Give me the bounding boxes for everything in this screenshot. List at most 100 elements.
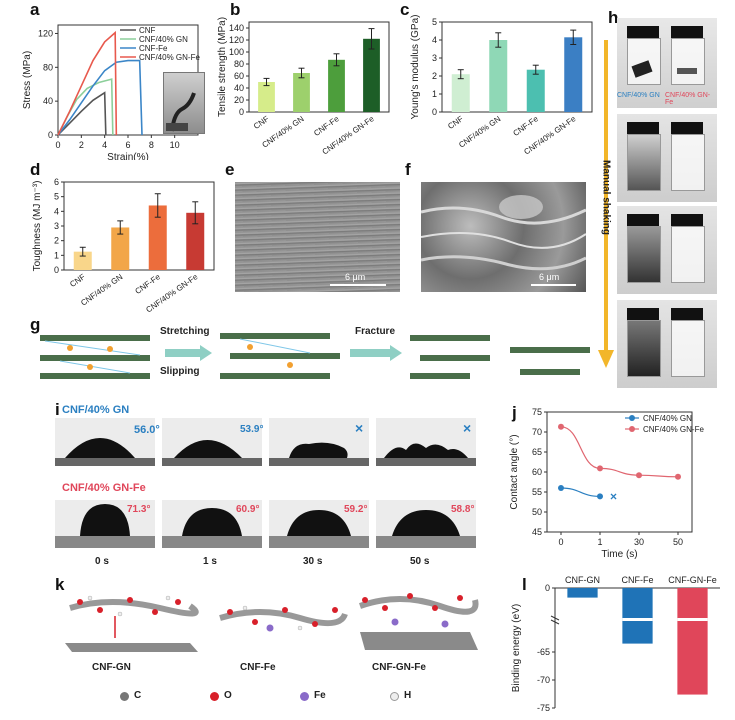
- vial-photo-2: [617, 114, 717, 202]
- fracture-schematic: [40, 325, 600, 385]
- atom-h-dot: [390, 692, 399, 701]
- y-tick-label: 5: [54, 192, 59, 202]
- category-label: CNF: [446, 114, 465, 131]
- toughness-chart: 0123456Toughness (MJ m⁻³)CNFCNF/40% GN CN…: [20, 170, 225, 315]
- y-tick-label: 20: [234, 95, 244, 105]
- y-tick-label: 0: [48, 130, 53, 140]
- sem-image-surface: 6 μm: [235, 182, 400, 292]
- angle-gn-0s: 56.0°: [134, 424, 160, 436]
- binding-energy-chart: 0-65-70-75Binding energy (eV)CNF-GN CNF-F…: [505, 570, 730, 715]
- angle-gnfe-0s: 71.3°: [127, 504, 150, 515]
- atom-o-dot: [210, 692, 219, 701]
- droplet-gn-30s: [269, 418, 369, 466]
- y-tick-label: 0: [239, 107, 244, 117]
- sem-image-fracture: 6 μm: [421, 182, 586, 292]
- bar: [567, 588, 597, 598]
- x-tick-label: 4: [102, 140, 107, 150]
- arrow-fracture: [350, 345, 402, 361]
- time-label-50s: 50 s: [410, 556, 429, 567]
- arrow-stretching: [165, 345, 212, 361]
- category-label: CNF-GN-Fe: [668, 575, 717, 585]
- atom-fe-dot: [300, 692, 309, 701]
- y-tick-label: 100: [229, 47, 244, 57]
- category-label: CNF-Fe: [133, 272, 162, 296]
- scale-label-f: 6 μm: [539, 272, 559, 282]
- vial-photo-4: [617, 300, 717, 388]
- y-tick-label: 1: [432, 89, 437, 99]
- x-tick-label: 1: [597, 537, 602, 547]
- series-line: [561, 488, 600, 496]
- bar: [622, 588, 652, 644]
- scale-bar: [531, 284, 576, 286]
- atom-legend: C O Fe H: [120, 690, 440, 710]
- bar: [564, 37, 582, 112]
- layer-stack-2: [220, 333, 340, 379]
- model-cnf-gn: [65, 596, 198, 652]
- time-label-1s: 1 s: [203, 556, 217, 567]
- youngs-modulus-chart: 012345Young's modulus (GPa)CNFCNF/40% GN…: [398, 10, 603, 160]
- data-point: [558, 485, 564, 491]
- y-axis-label: Contact angle (°): [509, 434, 520, 509]
- panel-label-i: i: [55, 400, 60, 420]
- data-point: [597, 465, 603, 471]
- vial-photo-3: [617, 206, 717, 294]
- y-tick-label: -70: [537, 675, 550, 685]
- category-label: CNF-Fe: [511, 114, 540, 138]
- vial-photo-column: CNF/40% GN CNF/40% GN-Fe: [617, 18, 717, 388]
- legend-marker: [629, 415, 635, 421]
- y-tick-label: 0: [54, 265, 59, 275]
- bar: [527, 70, 545, 112]
- x-axis-label: Strain(%): [107, 152, 149, 160]
- series-line: [561, 427, 678, 477]
- angle-gnfe-30s: 59.2°: [344, 504, 367, 515]
- category-label: CNF: [252, 114, 271, 131]
- model-label-cnf-gn: CNF-GN: [92, 662, 131, 673]
- bar-break-gap: [677, 618, 707, 621]
- angle-gnfe-50s: 58.8°: [451, 504, 474, 515]
- y-tick-label: 4: [54, 206, 59, 216]
- y-tick-label: 120: [38, 28, 53, 38]
- y-axis-label: Tensile strength (MPa): [217, 17, 228, 117]
- legend-label: CNF/40% GN-Fe: [643, 425, 704, 434]
- model-label-cnf-fe: CNF-Fe: [240, 662, 276, 673]
- category-label: CNF/40% GN: [79, 272, 124, 308]
- category-label: CNF-GN: [565, 575, 600, 585]
- angle-gnfe-1s: 60.9°: [236, 504, 259, 515]
- y-tick-label: 3: [54, 221, 59, 231]
- layer-stack-3: [410, 335, 590, 379]
- y-tick-label: 75: [532, 407, 542, 417]
- label-slipping: Slipping: [160, 366, 199, 377]
- category-label: CNF: [68, 272, 87, 289]
- x-tick-label: 2: [79, 140, 84, 150]
- model-cnf-gn-fe: [360, 593, 478, 650]
- legend-label: CNF/40% GN: [643, 414, 692, 423]
- atom-fe-label: Fe: [314, 690, 326, 701]
- y-axis-label: Young's modulus (GPa): [410, 15, 421, 120]
- fail-mark-50s: ×: [463, 420, 471, 436]
- y-tick-label: 80: [234, 59, 244, 69]
- series-line: [58, 61, 142, 135]
- y-tick-label: 2: [54, 236, 59, 246]
- legend-marker: [629, 426, 635, 432]
- angle-gn-1s: 53.9°: [240, 424, 263, 435]
- data-point: [675, 474, 681, 480]
- label-stretching: Stretching: [160, 326, 209, 337]
- y-tick-label: 5: [432, 17, 437, 27]
- contact-angle-chart: 455055606570750 1 30 50Time (s)Contact angl…: [505, 400, 705, 570]
- series-line: [58, 33, 116, 135]
- y-tick-label: 40: [43, 96, 53, 106]
- legend-label: CNF/40% GN: [139, 35, 188, 44]
- model-cnf-fe: [220, 606, 345, 632]
- time-label-30s: 30 s: [303, 556, 322, 567]
- panel-label-e: e: [225, 160, 234, 180]
- tensile-strength-chart: 020406080100120140Tensile strength (MPa)…: [205, 10, 400, 160]
- legend-label: CNF-Fe: [139, 44, 168, 53]
- atom-c-dot: [120, 692, 129, 701]
- label-fracture: Fracture: [355, 326, 395, 337]
- fail-mark: ×: [610, 489, 617, 503]
- vial-label-gn: CNF/40% GN: [617, 92, 660, 99]
- bar: [363, 39, 380, 112]
- atom-h-label: H: [404, 690, 411, 701]
- y-tick-label: -75: [537, 703, 550, 713]
- y-tick-label: 50: [532, 507, 542, 517]
